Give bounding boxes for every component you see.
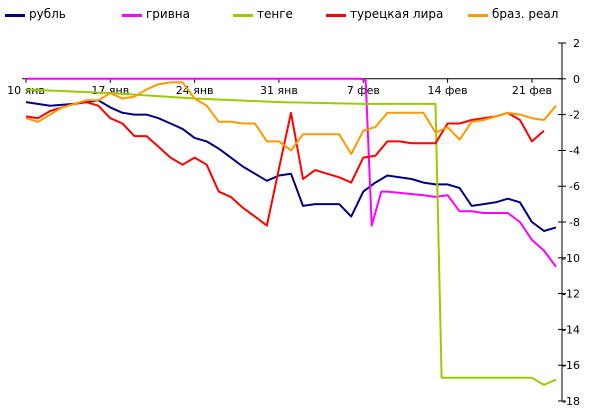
y-tick-label-3: -4 (569, 144, 580, 157)
legend-label-0: рубль (29, 7, 66, 21)
y-tick-label-2: -2 (569, 109, 580, 122)
legend-swatch-2 (233, 14, 253, 17)
x-tick-label-2: 24 янв (176, 84, 214, 97)
x-tick-label-5: 14 фев (428, 84, 468, 97)
legend-label-2: тенге (257, 7, 293, 21)
series-line-2 (25, 88, 557, 386)
legend-label-4: браз. реал (492, 7, 559, 21)
legend: рубль гривна тенге турецкая лира браз. реал (0, 0, 605, 26)
legend-label-1: гривна (146, 7, 190, 21)
series-line-1 (26, 77, 557, 268)
y-tick-label-9: -16 (562, 359, 580, 372)
y-tick-label-1: 0 (573, 73, 580, 86)
x-tick-label-4: 7 фев (347, 84, 380, 97)
legend-swatch-1 (122, 14, 142, 17)
series-line-4 (25, 81, 557, 155)
legend-swatch-4 (468, 14, 488, 17)
legend-label-3: турецкая лира (350, 7, 444, 21)
series-line-0 (25, 99, 557, 232)
y-tick-label-4: -6 (569, 180, 580, 193)
y-tick-label-8: -14 (562, 323, 580, 336)
y-tick-label-0: 2 (573, 37, 580, 50)
legend-swatch-0 (5, 14, 25, 17)
x-tick-label-3: 31 янв (260, 84, 298, 97)
y-tick-label-7: -12 (562, 288, 580, 301)
legend-swatch-3 (326, 14, 346, 17)
y-tick-label-6: -10 (562, 252, 580, 265)
x-tick-label-6: 21 фев (512, 84, 552, 97)
y-tick-label-10: -18 (562, 395, 580, 408)
series-line-3 (25, 101, 545, 227)
y-tick-label-5: -8 (569, 216, 580, 229)
